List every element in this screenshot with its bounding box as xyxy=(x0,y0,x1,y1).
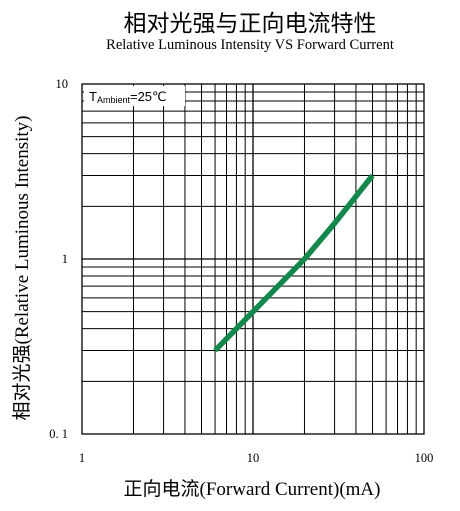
ambient-temp: =25℃ xyxy=(130,89,167,104)
chart-subtitle: Relative Luminous Intensity VS Forward C… xyxy=(106,37,394,53)
ambient-t: T xyxy=(89,89,97,104)
x-tick-label: 100 xyxy=(415,451,434,465)
ambient-annotation: TAmbient=25℃ xyxy=(84,86,185,106)
ambient-label: TAmbient=25℃ xyxy=(89,89,167,105)
y-tick-labels: 0. 1 1 10 xyxy=(49,77,68,441)
chart-title: 相对光强与正向电流特性 xyxy=(124,11,377,37)
y-tick-label: 1 xyxy=(62,252,68,266)
y-axis-label: 相对光强(Relative Luminous Intensity) xyxy=(11,115,33,420)
annotation-background xyxy=(84,86,185,106)
plot-frame xyxy=(81,83,425,435)
x-axis-label: 正向电流(Forward Current)(mA) xyxy=(124,478,381,500)
x-tick-labels: 1 10 100 xyxy=(79,451,434,465)
series-layer xyxy=(213,173,375,353)
x-tick-label: 1 xyxy=(79,451,85,465)
x-tick-label: 10 xyxy=(247,451,260,465)
y-tick-label: 0. 1 xyxy=(49,427,68,441)
y-tick-label: 10 xyxy=(56,77,69,91)
horizontal-gridlines xyxy=(82,91,424,382)
ambient-sub: Ambient xyxy=(97,95,131,105)
series-line xyxy=(213,173,375,353)
